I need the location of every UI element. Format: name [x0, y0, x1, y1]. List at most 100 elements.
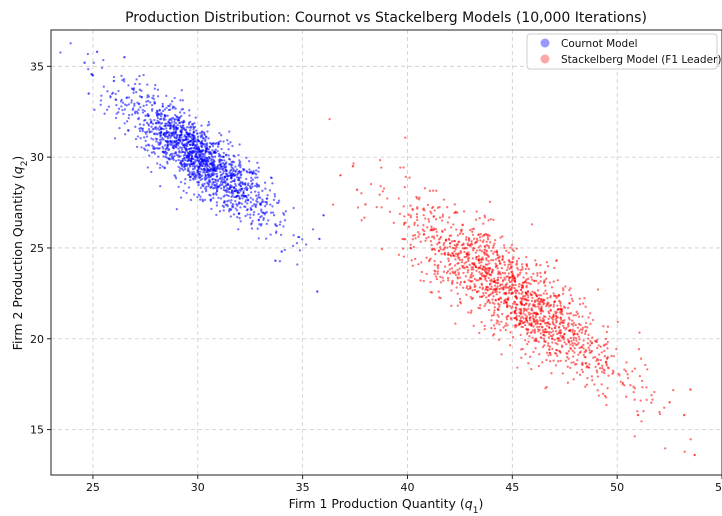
scatter-point: [583, 297, 586, 300]
scatter-point: [238, 179, 241, 182]
scatter-point: [552, 280, 555, 283]
scatter-point: [461, 232, 465, 236]
scatter-point: [180, 120, 183, 124]
scatter-point: [502, 244, 506, 247]
scatter-point: [221, 177, 224, 181]
scatter-point: [203, 182, 206, 185]
scatter-point: [532, 304, 535, 308]
scatter-point: [496, 279, 499, 282]
scatter-point: [478, 266, 481, 269]
scatter-point: [529, 331, 532, 335]
scatter-point: [220, 147, 223, 151]
legend: Cournot Model Stackelberg Model (F1 Lead…: [526, 33, 721, 70]
scatter-point: [221, 155, 224, 158]
scatter-point: [209, 167, 212, 170]
scatter-point: [483, 214, 486, 217]
scatter-point: [487, 298, 490, 302]
scatter-point: [398, 212, 402, 216]
scatter-point: [538, 353, 541, 356]
scatter-point: [456, 292, 459, 295]
scatter-point: [611, 369, 615, 372]
scatter-point: [537, 330, 540, 333]
scatter-point: [492, 313, 495, 317]
scatter-point: [568, 329, 571, 333]
scatter-point: [582, 339, 585, 342]
scatter-point: [201, 198, 204, 201]
scatter-point: [446, 246, 449, 249]
scatter-point: [515, 260, 519, 263]
scatter-point: [203, 171, 207, 174]
scatter-point: [636, 413, 640, 417]
scatter-point: [146, 130, 149, 133]
scatter-point: [612, 355, 616, 358]
scatter-point: [199, 195, 202, 198]
scatter-point: [515, 295, 518, 299]
scatter-point: [121, 108, 124, 112]
scatter-point: [172, 134, 175, 137]
scatter-point: [189, 147, 193, 150]
scatter-point: [446, 206, 449, 209]
scatter-point: [190, 133, 194, 137]
scatter-point: [257, 191, 260, 194]
scatter-point: [177, 144, 180, 147]
x-tick-label: 55: [715, 481, 722, 494]
scatter-point: [536, 274, 539, 277]
scatter-point: [236, 173, 239, 176]
scatter-point: [541, 317, 545, 320]
scatter-point: [163, 115, 167, 119]
scatter-point: [464, 238, 468, 241]
scatter-point: [378, 193, 381, 196]
scatter-point: [403, 238, 407, 241]
scatter-point: [542, 292, 545, 295]
scatter-point: [167, 120, 170, 123]
scatter-point: [233, 178, 236, 181]
scatter-point: [69, 42, 72, 45]
scatter-point: [604, 337, 607, 341]
scatter-point: [169, 124, 172, 127]
scatter-point: [548, 345, 552, 348]
scatter-point: [512, 284, 515, 287]
scatter-point: [211, 178, 214, 181]
scatter-point: [525, 298, 528, 302]
scatter-point: [513, 300, 516, 303]
scatter-point: [633, 387, 636, 390]
scatter-point: [127, 84, 130, 87]
scatter-point: [504, 328, 507, 332]
scatter-point: [526, 319, 529, 322]
scatter-point: [525, 292, 528, 295]
scatter-point: [199, 178, 202, 182]
scatter-point: [420, 261, 423, 264]
scatter-point: [475, 237, 479, 240]
scatter-point: [483, 233, 486, 236]
legend-box: [526, 33, 718, 70]
scatter-point: [482, 268, 486, 271]
scatter-point: [177, 154, 180, 157]
scatter-point: [252, 170, 255, 173]
scatter-point: [87, 68, 90, 71]
scatter-point: [239, 220, 242, 223]
scatter-point: [483, 253, 486, 256]
scatter-point: [418, 233, 421, 236]
scatter-point: [500, 287, 503, 290]
scatter-point: [156, 88, 160, 91]
scatter-point: [207, 157, 211, 160]
scatter-point: [138, 82, 141, 86]
scatter-point: [316, 290, 319, 293]
scatter-point: [167, 157, 171, 160]
scatter-point: [222, 205, 226, 209]
scatter-point: [203, 198, 207, 202]
scatter-point: [525, 281, 529, 284]
scatter-point: [556, 308, 560, 311]
scatter-point: [470, 276, 473, 279]
scatter-point: [185, 191, 188, 195]
scatter-point: [247, 160, 251, 163]
scatter-point: [578, 330, 581, 333]
series-1: [328, 117, 696, 457]
scatter-point: [234, 169, 237, 173]
scatter-point: [511, 260, 514, 264]
scatter-point: [401, 247, 405, 250]
scatter-point: [531, 309, 534, 312]
scatter-point: [603, 355, 607, 358]
scatter-point: [298, 249, 302, 252]
scatter-point: [257, 219, 260, 222]
